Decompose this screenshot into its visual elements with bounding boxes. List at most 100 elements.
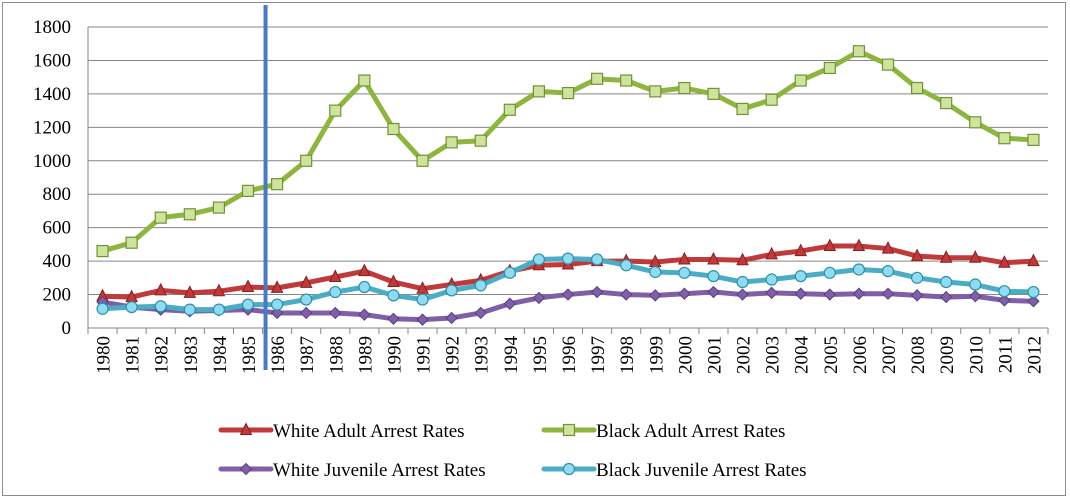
x-tick-label: 2000	[675, 336, 696, 374]
square-marker	[620, 74, 633, 87]
x-tick-label: 1991	[414, 336, 435, 374]
x-tick-label: 2006	[850, 336, 871, 374]
y-tick-label: 600	[43, 218, 72, 239]
triangle-marker	[416, 281, 429, 294]
gridlines	[88, 26, 1048, 329]
circle-marker	[416, 293, 429, 306]
square-marker	[736, 102, 749, 116]
square-marker	[270, 178, 284, 191]
y-tick-label: 1600	[33, 50, 71, 71]
x-tick-label: 1999	[646, 336, 667, 374]
x-tick-label: 1997	[588, 336, 609, 374]
square-marker	[765, 93, 778, 106]
diamond-marker	[387, 312, 400, 326]
diamond-marker	[358, 308, 371, 321]
diamond-marker	[910, 289, 924, 302]
x-tick-label: 2003	[763, 336, 784, 374]
x-tick-label: 1998	[617, 336, 638, 374]
square-marker	[649, 85, 662, 98]
legend-item-white-juvenile-arrest-rates: White Juvenile Arrest Rates	[218, 460, 486, 481]
x-tick-label: 2002	[734, 336, 755, 374]
x-tick-label: 1996	[559, 336, 580, 374]
x-tick-label: 2005	[821, 336, 842, 374]
circle-marker	[387, 289, 400, 302]
diamond-marker	[445, 311, 458, 325]
legend-label: White Adult Arrest Rates	[273, 421, 465, 442]
legend-item-black-juvenile-arrest-rates: Black Juvenile Arrest Rates	[541, 460, 807, 481]
square-marker	[532, 85, 546, 98]
triangle-marker	[358, 263, 371, 277]
square-marker	[561, 86, 575, 100]
diamond-marker	[852, 287, 866, 300]
triangle-marker	[968, 250, 982, 263]
triangle-marker	[707, 251, 720, 265]
circle-marker	[562, 462, 576, 476]
circle-marker	[329, 285, 342, 299]
circle-marker	[736, 275, 749, 289]
diamond-marker	[532, 291, 546, 305]
triangle-marker	[1027, 253, 1040, 267]
diamond-marker	[239, 462, 253, 476]
circle-marker	[940, 275, 953, 289]
square-marker	[707, 87, 720, 100]
x-tick-label: 1992	[443, 336, 464, 374]
legend-item-white-adult-arrest-rates: White Adult Arrest Rates	[218, 421, 465, 442]
series-black-adult-arrest-rates	[96, 45, 1040, 258]
square-marker	[241, 184, 255, 197]
circle-marker	[707, 270, 720, 283]
y-tick-label: 1400	[33, 84, 71, 105]
x-tick-label: 1995	[530, 336, 551, 374]
square-marker	[910, 81, 924, 95]
diamond-marker	[590, 285, 604, 299]
triangle-marker	[239, 422, 253, 435]
square-marker	[96, 244, 109, 258]
circle-marker	[96, 302, 109, 315]
square-marker	[852, 45, 866, 58]
diamond-marker	[503, 297, 517, 310]
circle-marker	[590, 253, 604, 266]
triangle-marker	[241, 279, 255, 293]
square-marker	[794, 74, 807, 87]
circle-marker	[300, 293, 313, 306]
triangle-marker	[299, 275, 313, 288]
x-tick-label: 1986	[268, 336, 289, 374]
circle-marker	[969, 278, 982, 291]
x-tick-label: 1989	[355, 336, 376, 374]
legend-label: Black Juvenile Arrest Rates	[596, 460, 807, 481]
x-tick-label: 1985	[239, 336, 260, 374]
x-tick-label: 2008	[908, 336, 929, 374]
circle-marker	[649, 265, 662, 279]
diamond-marker	[939, 290, 953, 304]
circle-marker	[823, 266, 836, 279]
diamond-marker	[1027, 295, 1040, 308]
circle-marker	[241, 298, 255, 311]
triangle-marker	[183, 285, 197, 298]
triangle-marker	[794, 243, 808, 257]
y-tick-label: 1000	[33, 151, 71, 172]
square-marker	[329, 104, 342, 117]
triangle-marker	[736, 252, 749, 266]
circle-marker	[154, 300, 167, 313]
x-tick-label: 2009	[937, 336, 958, 374]
x-tick-label: 1994	[501, 336, 522, 375]
square-marker	[590, 72, 604, 85]
series-group	[96, 45, 1040, 326]
circle-marker	[125, 300, 138, 314]
series-black-juvenile-arrest-rates	[96, 252, 1040, 316]
diamond-marker	[736, 288, 749, 301]
diamond-marker	[329, 306, 342, 320]
x-tick-label: 1980	[94, 336, 115, 374]
circle-marker	[998, 285, 1011, 298]
diamond-marker	[619, 288, 633, 301]
x-tick-label: 1987	[297, 336, 318, 374]
triangle-marker	[998, 255, 1011, 268]
diamond-marker	[649, 289, 662, 302]
triangle-marker	[328, 269, 342, 282]
diamond-marker	[823, 288, 837, 301]
square-marker	[881, 58, 895, 71]
diamond-marker	[270, 306, 284, 320]
square-marker	[358, 74, 371, 87]
triangle-marker	[881, 240, 895, 254]
square-marker	[562, 423, 576, 437]
